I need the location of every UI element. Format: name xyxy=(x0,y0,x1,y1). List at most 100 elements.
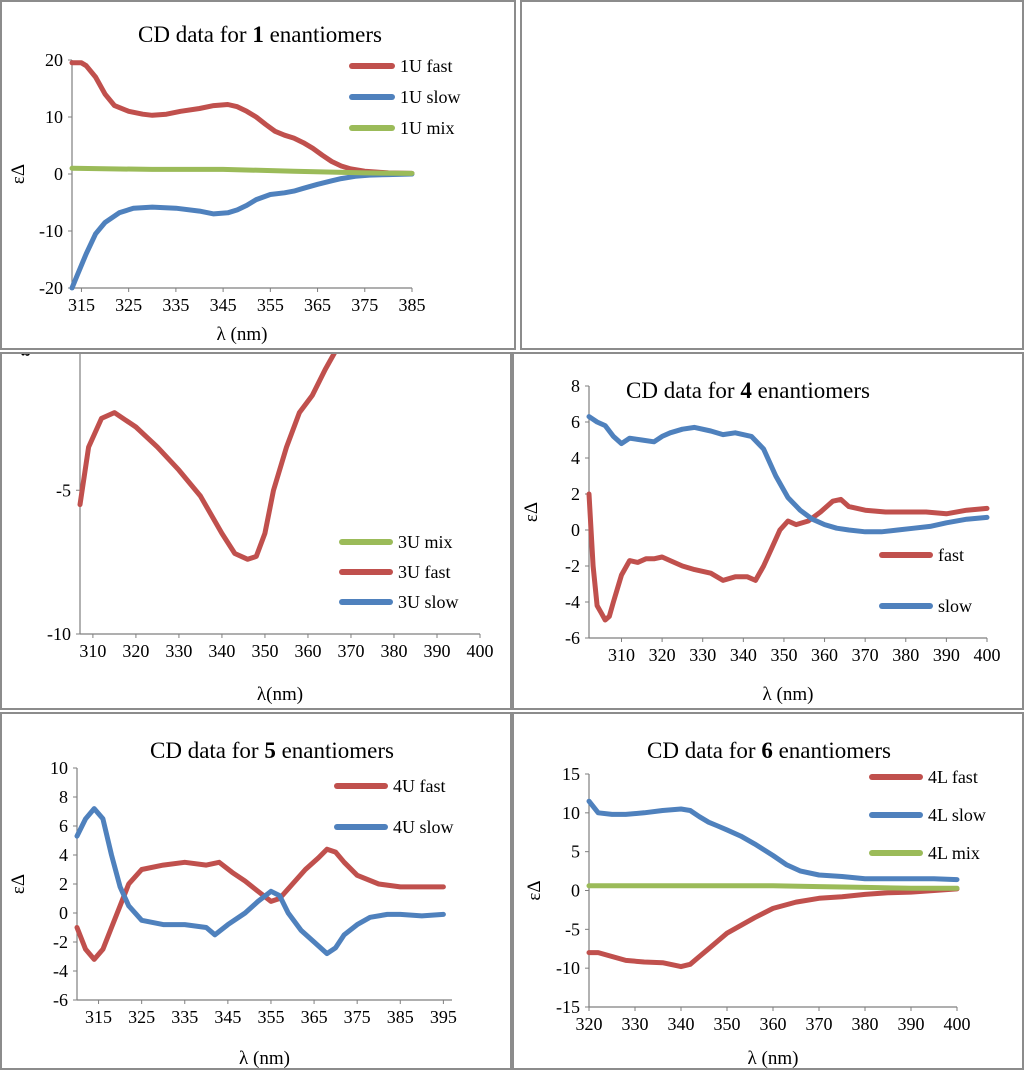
legend-label: 3U slow xyxy=(398,592,459,612)
x-tick-label: 380 xyxy=(380,641,407,661)
y-tick-label: 0 xyxy=(59,903,68,923)
series-line-1u-mix xyxy=(69,165,415,176)
legend-label: slow xyxy=(938,596,972,616)
y-tick-label: -10 xyxy=(47,624,71,644)
chart-panel-4: -6 -4 -2 0 2 4 6 8 310 320 330 340 350 360 370 380 390 40… xyxy=(512,352,1024,710)
chart-title: CD data for 6 enantiomers xyxy=(647,738,891,763)
chart-panel-1: -20 -10 0 10 20 315 325 335 345 355 365 375 385 CD da… xyxy=(0,0,516,350)
y-tick-label: -5 xyxy=(56,480,71,500)
y-tick-label: 0 xyxy=(54,164,63,184)
y-tick-label: 8 xyxy=(59,787,68,807)
y-tick-label: -4 xyxy=(53,961,68,981)
x-tick-label: 350 xyxy=(251,641,278,661)
series-line-4l-fast xyxy=(586,886,960,970)
y-tick-label: 10 xyxy=(50,758,68,778)
y-tick-label: 4 xyxy=(571,448,580,468)
x-tick-label: 335 xyxy=(171,1007,198,1027)
x-tick-label: 400 xyxy=(974,645,1001,665)
x-axis-label: λ (nm) xyxy=(748,1048,799,1068)
x-tick-label: 320 xyxy=(576,1014,603,1034)
y-tick-label: 15 xyxy=(562,764,580,784)
x-tick-label: 390 xyxy=(933,645,960,665)
x-tick-label: 340 xyxy=(668,1014,695,1034)
legend-label: 4U slow xyxy=(393,817,454,837)
x-tick-label: 370 xyxy=(852,645,879,665)
x-axis-label: λ (nm) xyxy=(217,324,268,345)
x-tick-label: 390 xyxy=(898,1014,925,1034)
x-tick-label: 330 xyxy=(165,641,192,661)
x-tick-label: 320 xyxy=(649,645,676,665)
x-axis-label: λ (nm) xyxy=(239,1048,290,1068)
x-tick-label: 330 xyxy=(622,1014,649,1034)
chart-panel-6: -15 -10 -5 0 5 10 15 320 330 340 350 360 370 380 390 40… xyxy=(512,712,1024,1070)
legend-label: 4U fast xyxy=(393,776,446,796)
x-tick-label: 340 xyxy=(208,641,235,661)
y-tick-label: 10 xyxy=(45,107,63,127)
x-tick-label: 350 xyxy=(770,645,797,665)
series-line-4u-slow xyxy=(74,806,446,957)
x-tick-label: 325 xyxy=(115,295,142,315)
chart-panel-3: -10-50510310320330340350360370380390400C… xyxy=(0,352,512,710)
y-tick-label: -6 xyxy=(53,990,68,1010)
x-tick-label: 340 xyxy=(730,645,757,665)
x-tick-label: 310 xyxy=(79,641,106,661)
series-line-4l-slow xyxy=(586,798,960,883)
y-axis-label: εΔ xyxy=(14,354,35,357)
series-line-4l-mix xyxy=(586,883,960,891)
x-tick-label: 315 xyxy=(85,1007,112,1027)
x-tick-label: 370 xyxy=(806,1014,833,1034)
x-tick-label: 360 xyxy=(811,645,838,665)
chart-title: CD data for 4 enantiomers xyxy=(626,378,870,403)
series-line-3u-fast xyxy=(77,354,337,562)
y-tick-label: -6 xyxy=(565,628,580,648)
y-tick-label: -10 xyxy=(556,958,580,978)
y-tick-label: 10 xyxy=(562,803,580,823)
x-tick-label: 390 xyxy=(423,641,450,661)
chart-2-svg: -12-8-404812305315325335345355365375CD d… xyxy=(522,2,1022,348)
y-tick-label: -4 xyxy=(565,592,580,612)
x-tick-label: 355 xyxy=(257,295,284,315)
legend-label: 1U slow xyxy=(400,87,461,107)
y-tick-label: 2 xyxy=(571,484,580,504)
x-tick-label: 320 xyxy=(122,641,149,661)
y-tick-label: 6 xyxy=(59,816,68,836)
y-tick-label: 20 xyxy=(45,50,63,70)
x-tick-label: 395 xyxy=(430,1007,457,1027)
chart-title: CD data for 5 enantiomers xyxy=(150,738,394,763)
legend-label: 1U mix xyxy=(400,118,455,138)
x-tick-label: 345 xyxy=(210,295,237,315)
x-tick-label: 335 xyxy=(162,295,189,315)
y-tick-label: 2 xyxy=(59,874,68,894)
series-line-fast xyxy=(586,491,990,623)
chart-1-svg: -20 -10 0 10 20 315 325 335 345 355 365 375 385 CD da… xyxy=(8,22,461,345)
x-tick-label: 380 xyxy=(852,1014,879,1034)
y-tick-label: -5 xyxy=(565,919,580,939)
chart-3-svg: -10-50510310320330340350360370380390400C… xyxy=(14,354,494,705)
y-tick-label: 4 xyxy=(59,845,68,865)
y-tick-label: 5 xyxy=(571,842,580,862)
y-tick-label: -2 xyxy=(53,932,68,952)
x-tick-label: 385 xyxy=(399,295,426,315)
chart-4-svg: -6 -4 -2 0 2 4 6 8 310 320 330 340 350 360 370 380 390 40… xyxy=(521,376,1001,705)
x-tick-label: 375 xyxy=(344,1007,371,1027)
chart-title: CD data for 1 enantiomers xyxy=(138,22,382,47)
legend-label: 4L fast xyxy=(928,767,978,787)
legend-label: fast xyxy=(938,545,964,565)
x-tick-label: 365 xyxy=(301,1007,328,1027)
x-tick-label: 345 xyxy=(214,1007,241,1027)
y-tick-label: -2 xyxy=(565,556,580,576)
x-tick-label: 370 xyxy=(337,641,364,661)
x-tick-label: 310 xyxy=(608,645,635,665)
x-tick-label: 350 xyxy=(714,1014,741,1034)
y-axis-label: εΔ xyxy=(8,874,29,894)
chart-panel-5: -6 -4 -2 0 2 4 6 8 10 315 325 335 345 355 365 375 385 395… xyxy=(0,712,512,1070)
y-tick-label: -10 xyxy=(39,221,63,241)
series-line-1u-fast xyxy=(69,60,415,176)
chart-5-svg: -6 -4 -2 0 2 4 6 8 10 315 325 335 345 355 365 375 385 395… xyxy=(8,738,457,1068)
x-tick-label: 315 xyxy=(68,295,95,315)
x-axis-label: λ(nm) xyxy=(257,684,303,705)
series-line-4u-fast xyxy=(74,846,446,962)
x-tick-label: 355 xyxy=(257,1007,284,1027)
y-axis-label: εΔ xyxy=(521,502,542,522)
y-tick-label: 0 xyxy=(571,520,580,540)
